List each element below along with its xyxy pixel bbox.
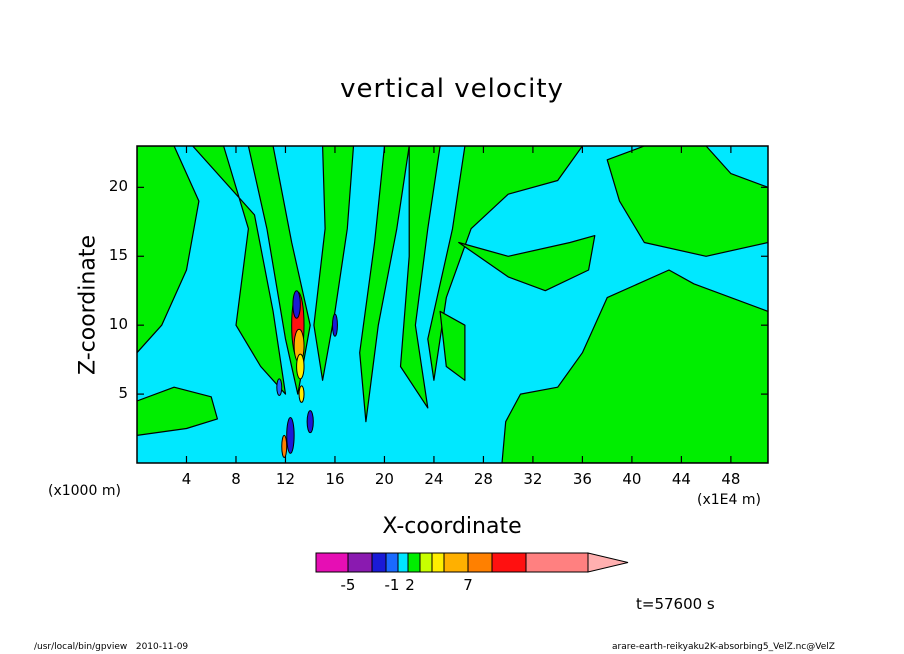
- x-tick-label: 4: [181, 470, 192, 488]
- core-cell-5: [281, 434, 288, 458]
- positive-region-4: [313, 146, 355, 381]
- positive-region-8: [458, 235, 596, 292]
- y-tick-label: 10: [108, 315, 128, 334]
- colorbar-tick-label: 7: [463, 576, 473, 594]
- colorbar-swatch-11: [525, 552, 589, 573]
- colorbar-swatch-0: [315, 552, 349, 573]
- chart-title: vertical velocity: [340, 74, 564, 104]
- y-unit-label: (x1E4 m): [697, 492, 761, 508]
- positive-region-0: [137, 146, 200, 354]
- core-cell-4: [286, 417, 295, 454]
- colorbar-swatch-1: [347, 552, 373, 573]
- x-tick-label: 16: [325, 470, 345, 488]
- positive-region-2: [192, 146, 287, 395]
- core-cell-9: [331, 313, 338, 337]
- x-tick-label: 12: [275, 470, 296, 488]
- colorbar: [315, 552, 629, 573]
- positive-region-7: [427, 146, 584, 381]
- colorbar-swatch-7: [431, 552, 445, 573]
- colorbar-tick-label: -5: [340, 576, 356, 594]
- positive-region-1: [137, 386, 218, 436]
- core-cell-3: [296, 353, 305, 380]
- core-cell-7: [298, 385, 305, 403]
- x-unit-label: (x1000 m): [48, 483, 121, 499]
- x-tick-label: 20: [374, 470, 394, 488]
- y-tick-label: 15: [108, 246, 128, 265]
- x-tick-label: 24: [424, 470, 444, 488]
- colorbar-swatch-3: [385, 552, 399, 573]
- colorbar-swatch-5: [407, 552, 421, 573]
- colorbar-swatch-8: [443, 552, 469, 573]
- colorbar-swatch-4: [397, 552, 409, 573]
- colorbar-tick-label: -1: [384, 576, 400, 594]
- positive-region-6: [399, 146, 441, 409]
- x-tick-label: 48: [721, 470, 741, 488]
- positive-region-9: [501, 269, 768, 463]
- x-tick-label: 32: [523, 470, 543, 488]
- plot-area: [137, 146, 768, 463]
- footer-file-label: arare-earth-reikyaku2K-absorbing5_VelZ.n…: [612, 642, 835, 652]
- colorbar-swatch-10: [491, 552, 527, 573]
- x-tick-label: 8: [231, 470, 241, 488]
- x-tick-label: 44: [671, 470, 691, 488]
- x-tick-label: 36: [572, 470, 592, 488]
- footer-program-label: /usr/local/bin/gpview 2010-11-09: [34, 642, 189, 652]
- colorbar-extend-arrow: [587, 552, 629, 573]
- core-cell-6: [306, 410, 314, 434]
- convective-core: [276, 290, 338, 458]
- x-tick-label: 28: [473, 470, 493, 488]
- x-axis-label: X-coordinate: [382, 514, 522, 539]
- positive-velocity-regions: [137, 146, 768, 463]
- positive-region-10: [606, 146, 768, 257]
- positive-region-5: [359, 146, 410, 423]
- axis-ticks: [137, 146, 768, 463]
- y-tick-label: 5: [118, 384, 128, 403]
- positive-region-11: [439, 310, 466, 381]
- time-label: t=57600 s: [636, 595, 715, 613]
- plot-frame: [136, 145, 769, 464]
- x-tick-label: 40: [622, 470, 642, 488]
- colorbar-swatch-9: [467, 552, 493, 573]
- colorbar-tick-label: 2: [405, 576, 415, 594]
- y-tick-label: 20: [108, 177, 128, 196]
- colorbar-swatch-2: [371, 552, 387, 573]
- core-cell-8: [276, 378, 283, 396]
- colorbar-swatch-6: [419, 552, 433, 573]
- core-cell-2: [292, 290, 301, 319]
